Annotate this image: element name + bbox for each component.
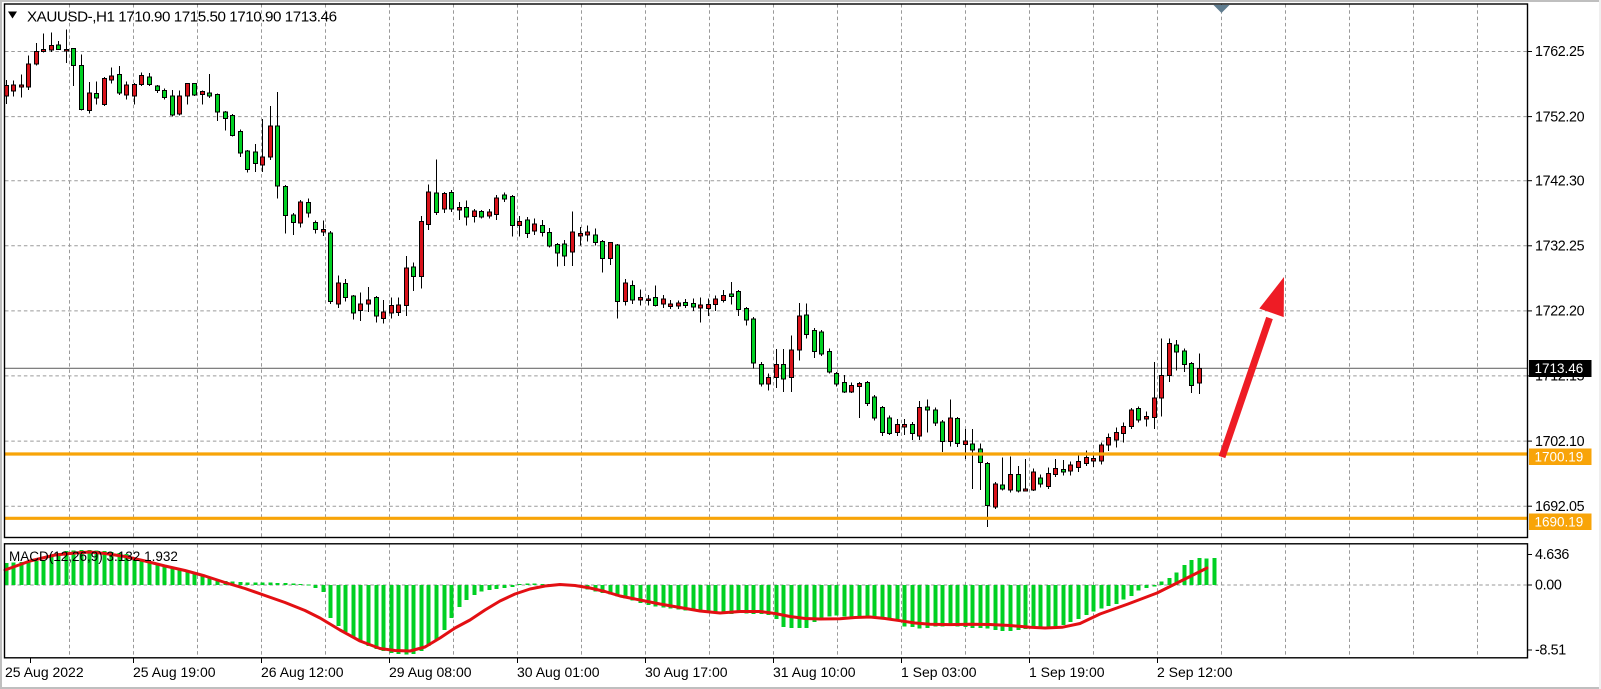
svg-text:25 Aug 2022: 25 Aug 2022 bbox=[5, 664, 84, 680]
svg-text:30 Aug 17:00: 30 Aug 17:00 bbox=[645, 664, 728, 680]
svg-text:1713.46: 1713.46 bbox=[1535, 361, 1584, 376]
svg-text:30 Aug 01:00: 30 Aug 01:00 bbox=[517, 664, 600, 680]
svg-text:0.00: 0.00 bbox=[1535, 578, 1562, 594]
svg-text:1722.20: 1722.20 bbox=[1535, 304, 1585, 320]
svg-text:29 Aug 08:00: 29 Aug 08:00 bbox=[389, 664, 472, 680]
svg-text:1732.25: 1732.25 bbox=[1535, 239, 1585, 255]
svg-text:4.636: 4.636 bbox=[1535, 547, 1569, 563]
svg-text:1742.30: 1742.30 bbox=[1535, 173, 1585, 189]
svg-text:MACD(12,26,9) 3.132 1.932: MACD(12,26,9) 3.132 1.932 bbox=[9, 549, 178, 564]
svg-text:1 Sep 19:00: 1 Sep 19:00 bbox=[1029, 664, 1105, 680]
svg-text:1690.19: 1690.19 bbox=[1535, 514, 1584, 529]
svg-text:1762.25: 1762.25 bbox=[1535, 44, 1585, 60]
svg-text:26 Aug 12:00: 26 Aug 12:00 bbox=[261, 664, 344, 680]
svg-text:1692.05: 1692.05 bbox=[1535, 499, 1585, 515]
svg-text:31 Aug 10:00: 31 Aug 10:00 bbox=[773, 664, 856, 680]
svg-text:XAUUSD-,H1 1710.90 1715.50 17: XAUUSD-,H1 1710.90 1715.50 1710.90 1713.… bbox=[27, 9, 337, 26]
svg-text:1700.19: 1700.19 bbox=[1535, 449, 1584, 464]
svg-text:1 Sep 03:00: 1 Sep 03:00 bbox=[901, 664, 977, 680]
svg-text:1702.10: 1702.10 bbox=[1535, 434, 1585, 450]
svg-text:1752.20: 1752.20 bbox=[1535, 109, 1585, 125]
svg-text:25 Aug 19:00: 25 Aug 19:00 bbox=[133, 664, 216, 680]
svg-text:-8.51: -8.51 bbox=[1535, 643, 1566, 659]
svg-text:2 Sep 12:00: 2 Sep 12:00 bbox=[1157, 664, 1233, 680]
